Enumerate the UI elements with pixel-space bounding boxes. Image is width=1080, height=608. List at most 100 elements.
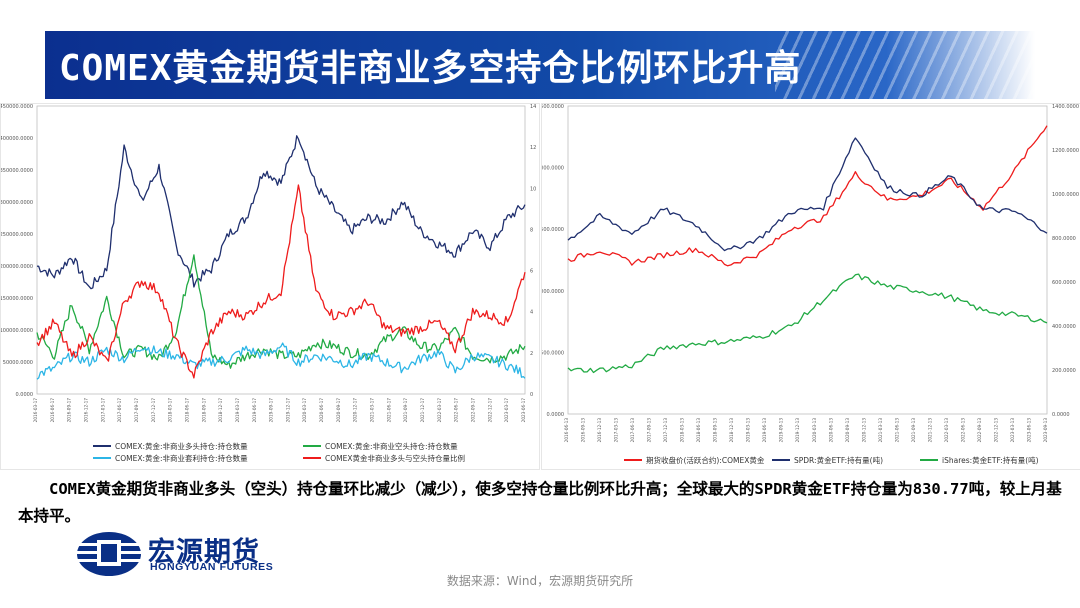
- x-tick-label: 2023-03-17: [504, 398, 509, 423]
- y-left-tick-label: 350000.0000: [1, 168, 33, 174]
- x-tick-label: 2022-12-13: [993, 418, 998, 443]
- plot-frame: [36, 105, 526, 395]
- x-tick-label: 2022-09-17: [471, 398, 476, 423]
- y-left-tick-label: 0.0000: [547, 412, 565, 418]
- cftc-positions-chart: 450000.0000 400000.0000 350000.0000 300000.…: [0, 103, 540, 470]
- x-tick-label: 2022-09-13: [977, 418, 982, 443]
- y-left-tick-label: 0.0000: [16, 392, 34, 398]
- y-left-tick-label: 1000.0000: [542, 289, 564, 295]
- x-tick-label: 2022-03-13: [944, 418, 949, 443]
- x-tick-label: 2017-09-13: [647, 418, 652, 443]
- series-line-2: [36, 254, 526, 369]
- summary-text: COMEX黄金期货非商业多头（空头）持仓量环比减少（减少），使多空持仓量比例环比…: [18, 480, 1062, 525]
- y-right-tick-label: 6: [530, 269, 533, 275]
- x-tick-label: 2020-09-13: [845, 418, 850, 443]
- plot-frame: [567, 105, 1048, 415]
- x-tick-label: 2016-09-13: [581, 418, 586, 443]
- y-left-tick-label: 2500.0000: [542, 104, 564, 110]
- series-line-3: [567, 273, 1048, 374]
- x-tick-label: 2023-03-13: [1010, 418, 1015, 443]
- x-tick-label: 2020-03-13: [812, 418, 817, 443]
- x-tick-label: 2021-03-13: [878, 418, 883, 443]
- x-tick-label: 2019-12-13: [795, 418, 800, 443]
- y-left-tick-label: 1500.0000: [542, 227, 564, 233]
- y-right-tick-label: 12: [530, 145, 536, 151]
- y-right-tick-label: 0: [530, 392, 533, 398]
- y-right-tick-label: 8: [530, 227, 533, 233]
- x-tick-label: 2017-03-17: [100, 398, 105, 423]
- x-tick-label: 2018-03-17: [168, 398, 173, 423]
- x-tick-label: 2019-06-13: [762, 418, 767, 443]
- x-tick-label: 2018-09-13: [713, 418, 718, 443]
- x-tick-label: 2018-12-13: [729, 418, 734, 443]
- y-left-tick-label: 400000.0000: [1, 136, 33, 142]
- y-left-tick-label: 500.0000: [542, 350, 564, 356]
- gold-etf-holdings-chart: 2500.0000 2000.0000 1500.0000 1000.0000 500.…: [541, 103, 1080, 470]
- series-line-3: [36, 342, 526, 380]
- series-line-2: [567, 137, 1048, 252]
- x-tick-label: 2022-06-17: [454, 398, 459, 423]
- x-tick-label: 2016-09-17: [67, 398, 72, 423]
- legend-label: COMEX:黄金:非商业空头持仓:持仓数量: [325, 441, 458, 451]
- x-tick-label: 2021-03-17: [370, 398, 375, 423]
- series-line-1: [567, 125, 1048, 267]
- x-tick-label: 2019-12-17: [285, 398, 290, 423]
- x-tick-label: 2018-03-13: [680, 418, 685, 443]
- x-tick-label: 2021-06-13: [894, 418, 899, 443]
- x-tick-label: 2017-06-17: [117, 398, 122, 423]
- x-tick-label: 2017-12-17: [151, 398, 156, 423]
- y-right-tick-label: 10: [530, 186, 536, 192]
- x-tick-label: 2021-09-17: [403, 398, 408, 423]
- x-tick-label: 2020-12-17: [353, 398, 358, 423]
- company-logo: 宏源期货 HONGYUAN FUTURES: [75, 530, 315, 578]
- x-tick-label: 2022-03-17: [437, 398, 442, 423]
- y-left-tick-label: 2000.0000: [542, 166, 564, 172]
- x-tick-label: 2022-06-13: [960, 418, 965, 443]
- x-tick-label: 2017-12-13: [663, 418, 668, 443]
- y-left-tick-label: 150000.0000: [1, 296, 33, 302]
- x-tick-label: 2019-09-17: [269, 398, 274, 423]
- legend-label: iShares:黄金ETF:持有量(吨): [942, 455, 1039, 465]
- x-tick-label: 2017-06-13: [630, 418, 635, 443]
- x-tick-label: 2023-09-13: [1043, 418, 1048, 443]
- x-tick-label: 2019-09-13: [779, 418, 784, 443]
- x-tick-label: 2020-06-17: [319, 398, 324, 423]
- y-left-tick-label: 450000.0000: [1, 104, 33, 110]
- series-line-1: [36, 135, 526, 290]
- x-tick-label: 2021-12-17: [420, 398, 425, 423]
- x-tick-label: 2016-06-13: [564, 418, 569, 443]
- x-tick-label: 2021-06-17: [386, 398, 391, 423]
- x-tick-label: 2018-06-17: [184, 398, 189, 423]
- x-tick-label: 2021-12-13: [927, 418, 932, 443]
- legend-label: COMEX黄金非商业多头与空头持仓量比例: [325, 453, 465, 463]
- x-tick-label: 2018-09-17: [201, 398, 206, 423]
- x-tick-label: 2016-12-13: [597, 418, 602, 443]
- legend-label: SPDR:黄金ETF:持有量(吨): [794, 455, 883, 465]
- page-title: COMEX黄金期货非商业多空持仓比例环比升高: [59, 48, 802, 89]
- y-right-tick-label: 200.0000: [1052, 368, 1076, 374]
- x-tick-label: 2017-09-17: [134, 398, 139, 423]
- x-tick-label: 2020-12-13: [861, 418, 866, 443]
- y-left-tick-label: 300000.0000: [1, 200, 33, 206]
- x-tick-label: 2019-06-17: [252, 398, 257, 423]
- legend-label: COMEX:黄金:非商业套利持仓:持仓数量: [115, 453, 248, 463]
- y-left-tick-label: 200000.0000: [1, 264, 33, 270]
- x-tick-label: 2016-12-17: [83, 398, 88, 423]
- logo-emblem-icon: [77, 532, 143, 576]
- series-line-4: [36, 184, 526, 379]
- y-left-tick-label: 250000.0000: [1, 232, 33, 238]
- y-right-tick-label: 400.0000: [1052, 324, 1076, 330]
- x-tick-label: 2016-06-17: [50, 398, 55, 423]
- data-source-note: 数据来源：Wind，宏源期货研究所: [446, 574, 634, 588]
- x-tick-label: 2018-06-13: [696, 418, 701, 443]
- x-tick-label: 2020-06-13: [828, 418, 833, 443]
- banner-stripes: [775, 31, 1035, 99]
- x-tick-label: 2021-09-13: [911, 418, 916, 443]
- y-left-tick-label: 100000.0000: [1, 328, 33, 334]
- x-tick-label: 2020-03-17: [302, 398, 307, 423]
- y-right-tick-label: 1200.0000: [1052, 148, 1079, 154]
- cftc-positions-svg: 450000.0000 400000.0000 350000.0000 300000.…: [1, 104, 536, 463]
- x-tick-label: 2017-03-13: [614, 418, 619, 443]
- y-right-tick-label: 0.0000: [1052, 412, 1070, 418]
- x-tick-label: 2019-03-17: [235, 398, 240, 423]
